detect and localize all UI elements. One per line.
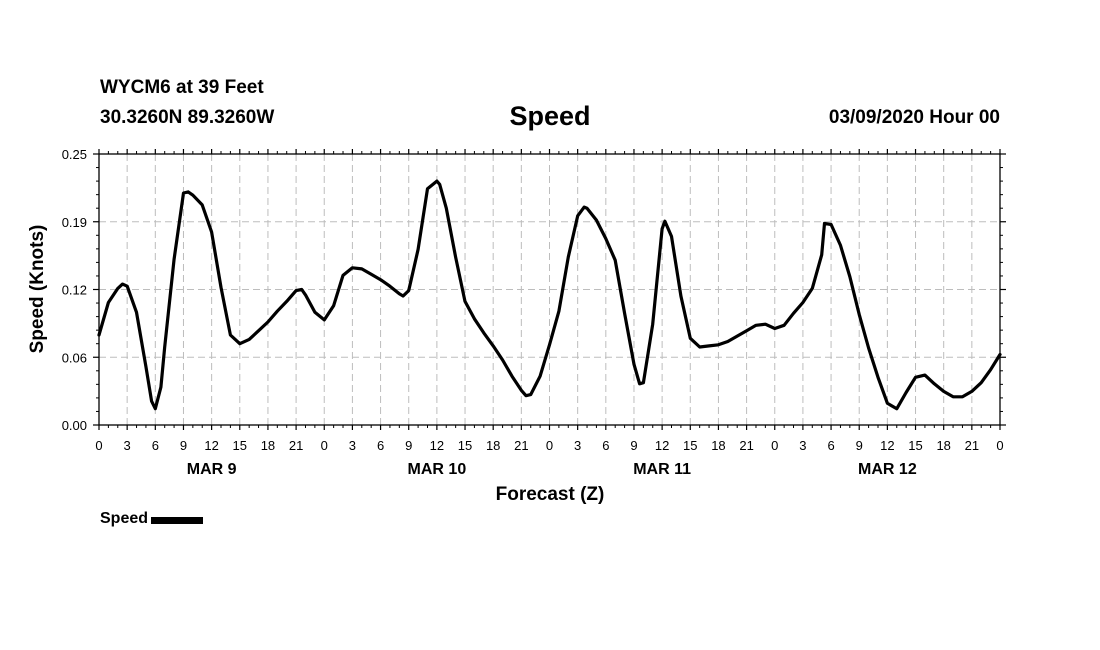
x-tick-label: 0 [996,438,1003,453]
day-label: MAR 9 [187,461,237,478]
x-tick-label: 21 [289,438,303,453]
x-tick-label: 3 [124,438,131,453]
x-tick-label: 18 [936,438,950,453]
x-tick-label: 21 [739,438,753,453]
forecast-run-label: 03/09/2020 Hour 00 [828,107,1000,128]
x-tick-label: 9 [630,438,637,453]
x-tick-label: 0 [321,438,328,453]
x-tick-label: 15 [458,438,472,453]
legend-swatch-speed [151,517,204,524]
x-tick-label: 9 [180,438,187,453]
x-tick-label: 9 [856,438,863,453]
series-layer [97,179,1002,411]
y-tick-label: 0.00 [62,418,87,433]
plot-frame [98,153,1001,426]
x-tick-label: 15 [908,438,922,453]
day-label: MAR 12 [858,461,917,478]
x-tick-label: 21 [965,438,979,453]
x-tick-label: 0 [546,438,553,453]
x-axis-label: Forecast (Z) [496,484,605,505]
x-tick-label: 6 [152,438,159,453]
x-tick-label: 18 [711,438,725,453]
x-tick-label: 6 [827,438,834,453]
y-axis-label: Speed (Knots) [27,225,48,354]
legend-label-speed: Speed [100,510,149,527]
x-tick-label: 0 [771,438,778,453]
x-tick-label: 12 [204,438,218,453]
legend: Speed [100,510,204,528]
station-label: WYCM6 at 39 Feet [100,77,264,98]
day-label: MAR 10 [408,461,467,478]
x-tick-label: 18 [486,438,500,453]
y-tick-label: 0.25 [62,147,87,162]
coordinates-label: 30.3260N 89.3260W [100,107,275,128]
x-tick-label: 3 [349,438,356,453]
y-tick-label: 0.12 [62,283,87,298]
x-tick-label: 15 [683,438,697,453]
axis-labels: 0.00 0.06 0.12 0.19 0.25 0 3 6 9 12 15 18 21 0 3 6 9 12 15… [62,147,1004,478]
x-tick-label: 12 [880,438,894,453]
x-tick-label: 6 [602,438,609,453]
x-tick-label: 15 [233,438,247,453]
x-tick-label: 9 [405,438,412,453]
x-tick-label: 18 [261,438,275,453]
x-tick-label: 3 [799,438,806,453]
x-tick-label: 12 [430,438,444,453]
x-tick-label: 12 [655,438,669,453]
y-tick-label: 0.19 [62,215,87,230]
y-tick-label: 0.06 [62,350,87,365]
chart-grid [99,154,1000,425]
chart-title: Speed [509,101,591,131]
series-line-speed [97,179,1002,411]
x-tick-label: 6 [377,438,384,453]
day-label: MAR 11 [633,461,691,478]
x-tick-label: 21 [514,438,528,453]
x-tick-label: 0 [95,438,102,453]
x-tick-label: 3 [574,438,581,453]
